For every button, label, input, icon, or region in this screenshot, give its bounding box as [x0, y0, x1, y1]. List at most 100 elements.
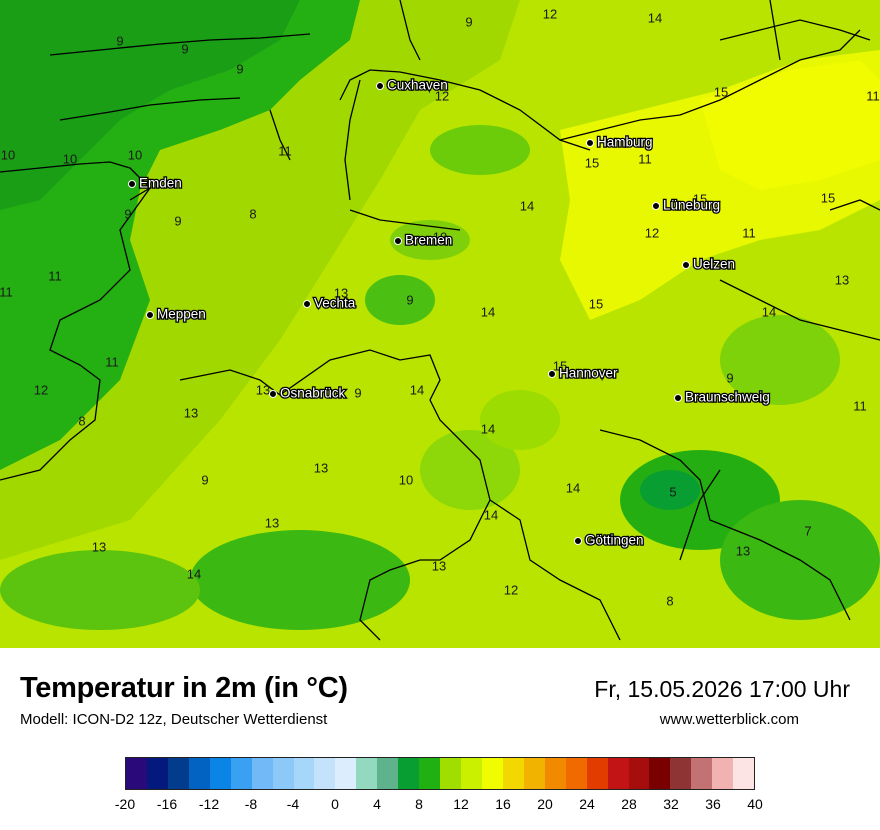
- legend-color-cell: [440, 758, 461, 789]
- legend-tick-label: -12: [198, 796, 220, 812]
- temperature-value: 14: [762, 304, 776, 319]
- temperature-value: 11: [866, 88, 880, 103]
- temperature-value: 15: [714, 84, 728, 99]
- website-link[interactable]: www.wetterblick.com: [659, 711, 799, 728]
- temperature-value: 11: [48, 268, 62, 283]
- temperature-value: 15: [585, 155, 599, 170]
- legend-tick-label: 28: [621, 796, 637, 812]
- city-marker: [269, 390, 277, 398]
- legend-color-cell: [293, 758, 315, 789]
- city-marker: [303, 300, 311, 308]
- temperature-value: 9: [354, 385, 361, 400]
- temperature-value: 15: [821, 190, 835, 205]
- temperature-value: 9: [124, 206, 131, 221]
- temperature-value: 11: [853, 398, 867, 413]
- temperature-value: 9: [406, 292, 413, 307]
- temperature-value: 9: [726, 370, 733, 385]
- legend-color-cell: [523, 758, 545, 789]
- legend-color-cell: [230, 758, 252, 789]
- temperature-value: 12: [34, 382, 48, 397]
- city-marker: [394, 237, 402, 245]
- temperature-value: 14: [410, 382, 424, 397]
- city-label-meppen: Meppen: [157, 307, 206, 322]
- temperature-value: 12: [645, 225, 659, 240]
- legend-color-cell: [628, 758, 650, 789]
- city-marker: [682, 261, 690, 269]
- temperature-value: 14: [648, 10, 662, 25]
- map-title: Temperatur in 2m (in °C): [20, 672, 348, 704]
- temperature-value: 5: [669, 484, 676, 499]
- temperature-value: 9: [201, 472, 208, 487]
- temperature-value: 9: [465, 14, 472, 29]
- temperature-value: 11: [105, 354, 119, 369]
- legend-tick-label: 32: [663, 796, 679, 812]
- legend-tick-label: 36: [705, 796, 721, 812]
- temperature-value: 8: [666, 593, 673, 608]
- legend-color-cell: [691, 758, 713, 789]
- legend-tick-label: 40: [747, 796, 763, 812]
- city-label-lüneburg: Lüneburg: [663, 198, 720, 213]
- temperature-map: 9 9 9 9 12 14 12 15 11 10 10 10 11 15 11 9 9 8 14 15 15 10 12 1…: [0, 0, 880, 648]
- temperature-value: 14: [520, 198, 534, 213]
- city-marker: [586, 139, 594, 147]
- map-labels-layer: [0, 0, 880, 648]
- city-label-uelzen: Uelzen: [693, 257, 735, 272]
- legend-color-cell: [314, 758, 336, 789]
- legend-color-cell: [586, 758, 608, 789]
- legend-tick-label: -20: [114, 796, 136, 812]
- city-marker: [674, 394, 682, 402]
- temperature-value: 12: [543, 6, 557, 21]
- legend-color-cell: [377, 758, 399, 789]
- city-marker: [652, 202, 660, 210]
- legend-tick-label: 20: [537, 796, 553, 812]
- temperature-value: 9: [116, 33, 123, 48]
- temperature-value: 14: [484, 507, 498, 522]
- legend-color-cell: [502, 758, 524, 789]
- city-label-braunschweig: Braunschweig: [685, 390, 770, 405]
- city-marker: [376, 82, 384, 90]
- temperature-value: 8: [249, 206, 256, 221]
- green-blob-harz-core: [640, 470, 700, 510]
- legend-color-cell: [461, 758, 482, 789]
- city-label-emden: Emden: [139, 176, 182, 191]
- legend-color-cell: [356, 758, 378, 789]
- green-blob-southwest: [0, 550, 200, 630]
- legend-color-cell: [544, 758, 566, 789]
- legend-color-cell: [272, 758, 294, 789]
- temperature-value: 10: [1, 147, 15, 162]
- city-marker: [574, 537, 582, 545]
- temperature-value: 13: [92, 539, 106, 554]
- temperature-value: 13: [265, 515, 279, 530]
- temperature-value: 11: [742, 225, 756, 240]
- green-blob-vechta: [365, 275, 435, 325]
- legend-color-cell: [209, 758, 231, 789]
- legend-color-cell: [146, 758, 168, 789]
- temperature-value: 13: [256, 382, 270, 397]
- legend-color-cell: [712, 758, 734, 789]
- legend-color-cell: [126, 758, 147, 789]
- legend-color-cell: [419, 758, 441, 789]
- city-marker: [128, 180, 136, 188]
- legend-tick-label: 24: [579, 796, 595, 812]
- green-blob-center: [420, 430, 520, 510]
- temperature-value: 13: [432, 558, 446, 573]
- temperature-value: 12: [435, 88, 449, 103]
- legend-tick-label: 12: [453, 796, 469, 812]
- temperature-value: 13: [736, 543, 750, 558]
- zone-east-yellow2: [700, 60, 880, 190]
- temperature-value: 10: [433, 229, 447, 244]
- temperature-value: 15: [553, 358, 567, 373]
- green-blob-north: [430, 125, 530, 175]
- city-marker: [146, 311, 154, 319]
- temperature-value: 10: [399, 472, 413, 487]
- borders: [0, 0, 880, 641]
- city-label-hannover: Hannover: [559, 366, 618, 381]
- city-label-cuxhaven: Cuxhaven: [387, 78, 448, 93]
- temperature-value: 13: [835, 272, 849, 287]
- temperature-value: 9: [174, 213, 181, 228]
- temperature-value: 13: [184, 405, 198, 420]
- temperature-value: 13: [334, 285, 348, 300]
- city-label-vechta: Vechta: [314, 296, 356, 311]
- legend-color-cell: [167, 758, 189, 789]
- temperature-value: 15: [589, 296, 603, 311]
